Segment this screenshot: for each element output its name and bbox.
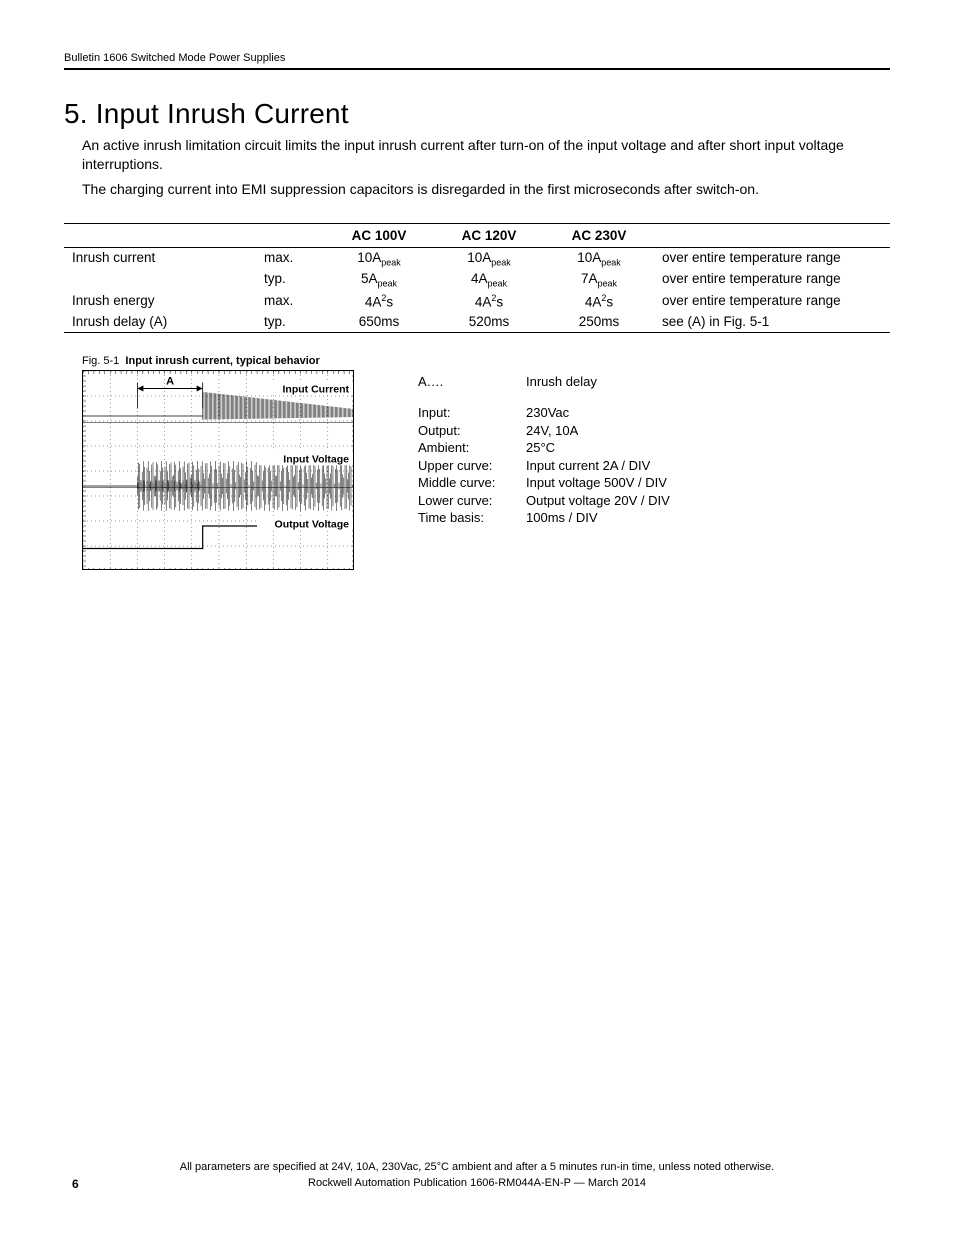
table-cell: 10Apeak bbox=[324, 247, 434, 269]
legend-key: Lower curve: bbox=[418, 492, 526, 510]
table-cell: Inrush energy bbox=[64, 291, 264, 312]
table-cell: 10Apeak bbox=[544, 247, 654, 269]
table-cell: typ. bbox=[264, 312, 324, 333]
spec-table: AC 100V AC 120V AC 230V Inrush currentma… bbox=[64, 223, 890, 333]
page-footer: All parameters are specified at 24V, 10A… bbox=[0, 1160, 954, 1191]
table-cell: 5Apeak bbox=[324, 269, 434, 291]
legend-val: 230Vac bbox=[526, 404, 569, 422]
running-head: Bulletin 1606 Switched Mode Power Suppli… bbox=[64, 52, 890, 70]
table-cell: max. bbox=[264, 247, 324, 269]
table-cell: Inrush current bbox=[64, 247, 264, 269]
table-row: Inrush delay (A)typ.650ms520ms250mssee (… bbox=[64, 312, 890, 333]
intro-para-2: The charging current into EMI suppressio… bbox=[82, 180, 890, 199]
table-cell: 520ms bbox=[434, 312, 544, 333]
legend-row: Middle curve:Input voltage 500V / DIV bbox=[418, 474, 670, 492]
table-cell: see (A) in Fig. 5-1 bbox=[654, 312, 890, 333]
table-cell: over entire temperature range bbox=[654, 291, 890, 312]
table-cell: 4A2s bbox=[324, 291, 434, 312]
svg-text:Input Voltage: Input Voltage bbox=[283, 453, 349, 465]
svg-text:A: A bbox=[166, 375, 174, 387]
svg-text:Output Voltage: Output Voltage bbox=[275, 518, 350, 530]
table-cell: 10Apeak bbox=[434, 247, 544, 269]
legend-row: Ambient:25°C bbox=[418, 439, 670, 457]
table-cell: over entire temperature range bbox=[654, 269, 890, 291]
th-ac120: AC 120V bbox=[434, 223, 544, 247]
legend-row: Input:230Vac bbox=[418, 404, 670, 422]
legend-key: Input: bbox=[418, 404, 526, 422]
legend-row: Upper curve:Input current 2A / DIV bbox=[418, 457, 670, 475]
legend-val: 25°C bbox=[526, 439, 555, 457]
legend-key: Time basis: bbox=[418, 509, 526, 527]
table-cell: over entire temperature range bbox=[654, 247, 890, 269]
table-cell: 4A2s bbox=[544, 291, 654, 312]
legend-val: Input voltage 500V / DIV bbox=[526, 474, 667, 492]
th-blank3 bbox=[654, 223, 890, 247]
section-title: 5. Input Inrush Current bbox=[64, 98, 890, 130]
table-cell: 7Apeak bbox=[544, 269, 654, 291]
figure-title: Input inrush current, typical behavior bbox=[125, 355, 319, 367]
table-cell: 4A2s bbox=[434, 291, 544, 312]
table-row: typ.5Apeak4Apeak7Apeakover entire temper… bbox=[64, 269, 890, 291]
figure-caption: Fig. 5-1 Input inrush current, typical b… bbox=[82, 355, 372, 367]
th-ac230: AC 230V bbox=[544, 223, 654, 247]
figure-legend: A…. Inrush delay Input:230VacOutput:24V,… bbox=[418, 355, 670, 527]
table-cell: 650ms bbox=[324, 312, 434, 333]
legend-row-a: A…. Inrush delay bbox=[418, 373, 670, 391]
th-blank1 bbox=[64, 223, 264, 247]
legend-val: Output voltage 20V / DIV bbox=[526, 492, 670, 510]
table-cell bbox=[64, 269, 264, 291]
legend-key: Upper curve: bbox=[418, 457, 526, 475]
legend-row: Lower curve:Output voltage 20V / DIV bbox=[418, 492, 670, 510]
table-cell: max. bbox=[264, 291, 324, 312]
table-row: Inrush energymax.4A2s4A2s4A2sover entire… bbox=[64, 291, 890, 312]
legend-val: 24V, 10A bbox=[526, 422, 578, 440]
footer-line2: Rockwell Automation Publication 1606-RM0… bbox=[308, 1177, 646, 1189]
intro-para-1: An active inrush limitation circuit limi… bbox=[82, 136, 890, 174]
table-row: Inrush currentmax.10Apeak10Apeak10Apeako… bbox=[64, 247, 890, 269]
legend-val: 100ms / DIV bbox=[526, 509, 598, 527]
legend-row: Output:24V, 10A bbox=[418, 422, 670, 440]
legend-val: Input current 2A / DIV bbox=[526, 457, 650, 475]
table-cell: Inrush delay (A) bbox=[64, 312, 264, 333]
table-cell: typ. bbox=[264, 269, 324, 291]
table-cell: 4Apeak bbox=[434, 269, 544, 291]
svg-text:Input Current: Input Current bbox=[283, 383, 350, 395]
legend-row: Time basis:100ms / DIV bbox=[418, 509, 670, 527]
legend-key: Middle curve: bbox=[418, 474, 526, 492]
table-header-row: AC 100V AC 120V AC 230V bbox=[64, 223, 890, 247]
legend-key: Output: bbox=[418, 422, 526, 440]
footer-line1: All parameters are specified at 24V, 10A… bbox=[180, 1161, 774, 1173]
legend-key: A…. bbox=[418, 373, 526, 391]
legend-val: Inrush delay bbox=[526, 373, 597, 391]
th-blank2 bbox=[264, 223, 324, 247]
table-cell: 250ms bbox=[544, 312, 654, 333]
th-ac100: AC 100V bbox=[324, 223, 434, 247]
oscilloscope-figure: A Input Current Input Voltage Output Voltag… bbox=[82, 370, 354, 570]
figure-number: Fig. 5-1 bbox=[82, 355, 119, 367]
legend-key: Ambient: bbox=[418, 439, 526, 457]
